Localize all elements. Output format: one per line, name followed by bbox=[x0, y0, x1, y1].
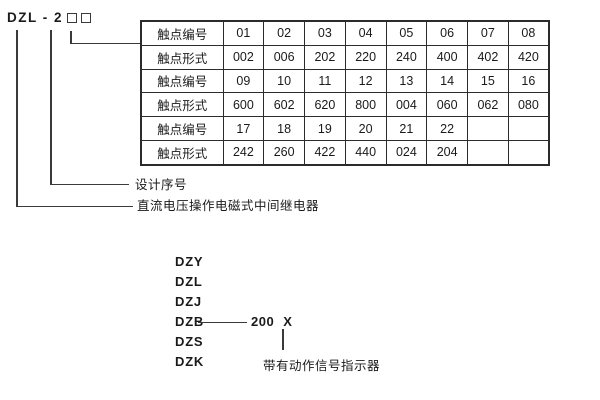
dzb-example-suffix: X bbox=[283, 314, 293, 329]
connector-line-design-number bbox=[50, 30, 52, 185]
placeholder-box-icon bbox=[81, 12, 92, 23]
row-label-cell: 触点编号 bbox=[140, 20, 224, 46]
suffix-note-label: 带有动作信号指示器 bbox=[263, 359, 381, 373]
model-code: DZL - 2 bbox=[7, 10, 92, 25]
value-cell bbox=[467, 139, 509, 166]
value-cell: 20 bbox=[344, 116, 387, 141]
value-cell: 060 bbox=[426, 92, 468, 118]
dzb-example-number: 200 bbox=[251, 314, 275, 329]
value-cell: 002 bbox=[222, 44, 265, 70]
table-row: 触点形式 600 602 620 800 004 060 062 080 bbox=[140, 92, 550, 118]
value-cell: 14 bbox=[426, 68, 468, 94]
table-row: 触点形式 242 260 422 440 024 204 bbox=[140, 139, 550, 166]
value-cell: 18 bbox=[263, 116, 305, 141]
x-connector-line bbox=[282, 329, 284, 350]
value-cell: 062 bbox=[467, 92, 509, 118]
value-cell bbox=[467, 116, 509, 141]
series-item-dzj: DZJ bbox=[175, 294, 202, 309]
value-cell: 05 bbox=[385, 20, 428, 46]
row-label-cell: 触点形式 bbox=[140, 139, 224, 166]
row-label-cell: 触点形式 bbox=[140, 92, 224, 118]
value-cell: 17 bbox=[222, 116, 265, 141]
row-label-cell: 触点编号 bbox=[140, 68, 224, 94]
value-cell: 440 bbox=[344, 139, 387, 166]
value-cell: 15 bbox=[467, 68, 509, 94]
value-cell: 240 bbox=[385, 44, 428, 70]
row-label-cell: 触点编号 bbox=[140, 116, 224, 141]
connector-line-design-number bbox=[50, 183, 129, 185]
value-cell bbox=[507, 116, 550, 141]
value-cell: 400 bbox=[426, 44, 468, 70]
table-row: 触点形式 002 006 202 220 240 400 402 420 bbox=[140, 44, 550, 70]
value-cell: 024 bbox=[385, 139, 428, 166]
value-cell: 204 bbox=[426, 139, 468, 166]
placeholder-box-icon bbox=[67, 12, 78, 23]
value-cell: 08 bbox=[507, 20, 550, 46]
series-item-dzy: DZY bbox=[175, 254, 204, 269]
value-cell: 22 bbox=[426, 116, 468, 141]
value-cell: 420 bbox=[507, 44, 550, 70]
value-cell: 800 bbox=[344, 92, 387, 118]
connector-line-contact-table bbox=[70, 31, 72, 44]
row-label-cell: 触点形式 bbox=[140, 44, 224, 70]
connector-line-model-prefix bbox=[16, 205, 133, 207]
value-cell: 04 bbox=[344, 20, 387, 46]
value-cell: 006 bbox=[263, 44, 305, 70]
series-item-dzs: DZS bbox=[175, 334, 204, 349]
series-designation-list: DZY DZL DZJ DZB DZS DZK bbox=[175, 252, 204, 372]
value-cell: 10 bbox=[263, 68, 305, 94]
value-cell: 19 bbox=[304, 116, 346, 141]
value-cell: 03 bbox=[304, 20, 346, 46]
value-cell: 13 bbox=[385, 68, 428, 94]
value-cell: 06 bbox=[426, 20, 468, 46]
value-cell: 402 bbox=[467, 44, 509, 70]
value-cell: 09 bbox=[222, 68, 265, 94]
table-row: 触点编号 17 18 19 20 21 22 bbox=[140, 116, 550, 141]
value-cell bbox=[507, 139, 550, 166]
contact-table: 触点编号 01 02 03 04 05 06 07 08 触点形式 002 00… bbox=[140, 20, 550, 166]
value-cell: 242 bbox=[222, 139, 265, 166]
dzb-example: 200 X bbox=[251, 312, 292, 332]
value-cell: 16 bbox=[507, 68, 550, 94]
value-cell: 02 bbox=[263, 20, 305, 46]
table-row: 触点编号 09 10 11 12 13 14 15 16 bbox=[140, 68, 550, 94]
value-cell: 600 bbox=[222, 92, 265, 118]
connector-line-contact-table bbox=[70, 42, 140, 44]
value-cell: 12 bbox=[344, 68, 387, 94]
value-cell: 07 bbox=[467, 20, 509, 46]
table-row: 触点编号 01 02 03 04 05 06 07 08 bbox=[140, 20, 550, 46]
value-cell: 202 bbox=[304, 44, 346, 70]
value-cell: 422 bbox=[304, 139, 346, 166]
series-item-dzl: DZL bbox=[175, 274, 203, 289]
relay-type-label: 直流电压操作电磁式中间继电器 bbox=[137, 199, 320, 213]
value-cell: 01 bbox=[222, 20, 265, 46]
series-item-dzk: DZK bbox=[175, 354, 205, 369]
value-cell: 220 bbox=[344, 44, 387, 70]
value-cell: 620 bbox=[304, 92, 346, 118]
dzb-connector-line bbox=[198, 321, 247, 323]
value-cell: 21 bbox=[385, 116, 428, 141]
connector-line-model-prefix bbox=[16, 30, 18, 207]
value-cell: 260 bbox=[263, 139, 305, 166]
design-number-label: 设计序号 bbox=[135, 178, 188, 192]
series-item-dzb: DZB bbox=[175, 314, 205, 329]
value-cell: 004 bbox=[385, 92, 428, 118]
value-cell: 080 bbox=[507, 92, 550, 118]
value-cell: 11 bbox=[304, 68, 346, 94]
model-code-text: DZL - 2 bbox=[7, 10, 64, 25]
value-cell: 602 bbox=[263, 92, 305, 118]
